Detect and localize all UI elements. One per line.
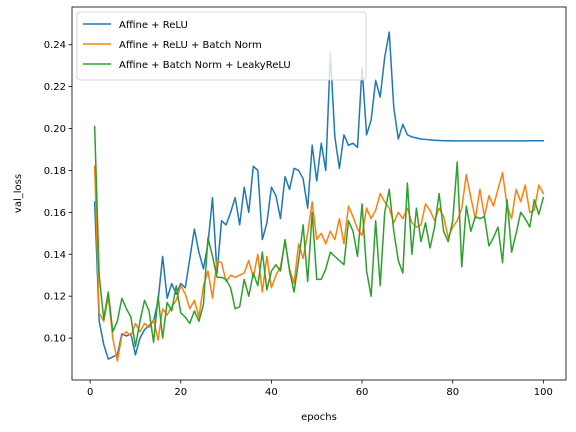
legend-label: Affine + Batch Norm + LeakyReLU [119,60,291,71]
x-axis: 0 20 40 60 80 100 [87,380,553,398]
legend-box [76,11,367,81]
x-tick-label: 80 [446,387,459,398]
legend-label: Affine + ReLU + Batch Norm [119,40,262,51]
y-tick-label: 0.20 [44,124,66,135]
x-tick-label: 60 [356,387,369,398]
y-tick-label: 0.24 [44,40,66,51]
x-axis-label: epochs [301,412,337,423]
x-tick-label: 0 [87,387,93,398]
y-tick-label: 0.18 [44,166,66,177]
x-tick-label: 20 [174,387,187,398]
plot-lines [93,31,545,362]
series-line-1 [93,31,545,360]
series-line-2 [93,165,545,362]
y-tick-label: 0.10 [44,334,66,345]
y-tick-label: 0.14 [44,250,66,261]
legend-label: Affine + ReLU [119,20,188,31]
legend: Affine + ReLU Affine + ReLU + Batch Norm A… [76,11,367,81]
x-tick-label: 100 [534,387,553,398]
y-tick-label: 0.16 [44,208,66,219]
y-axis-label: val_loss [13,174,24,213]
y-axis: 0.10 0.12 0.14 0.16 0.18 0.20 0.22 0.24 [44,40,72,345]
y-tick-label: 0.22 [44,82,66,93]
series-line-3 [93,125,545,348]
x-tick-label: 40 [265,387,278,398]
plot-area-frame [71,6,567,381]
y-tick-label: 0.12 [44,292,66,303]
